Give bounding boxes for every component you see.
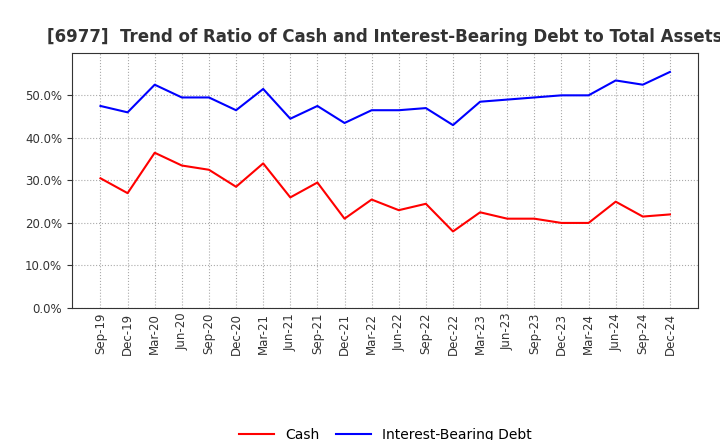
Interest-Bearing Debt xyxy=(639,82,647,87)
Interest-Bearing Debt xyxy=(313,103,322,109)
Line: Interest-Bearing Debt: Interest-Bearing Debt xyxy=(101,72,670,125)
Cash xyxy=(367,197,376,202)
Interest-Bearing Debt xyxy=(204,95,213,100)
Interest-Bearing Debt xyxy=(367,107,376,113)
Cash xyxy=(665,212,674,217)
Cash xyxy=(421,201,430,206)
Cash xyxy=(96,176,105,181)
Cash xyxy=(503,216,511,221)
Interest-Bearing Debt xyxy=(395,107,403,113)
Interest-Bearing Debt xyxy=(178,95,186,100)
Interest-Bearing Debt xyxy=(286,116,294,121)
Interest-Bearing Debt xyxy=(530,95,539,100)
Interest-Bearing Debt xyxy=(123,110,132,115)
Cash xyxy=(395,208,403,213)
Interest-Bearing Debt xyxy=(341,121,349,126)
Cash xyxy=(204,167,213,172)
Cash xyxy=(286,195,294,200)
Interest-Bearing Debt xyxy=(611,78,620,83)
Interest-Bearing Debt xyxy=(665,69,674,74)
Legend: Cash, Interest-Bearing Debt: Cash, Interest-Bearing Debt xyxy=(233,422,537,440)
Cash xyxy=(639,214,647,219)
Interest-Bearing Debt xyxy=(449,122,457,128)
Interest-Bearing Debt xyxy=(557,93,566,98)
Cash xyxy=(313,180,322,185)
Cash xyxy=(584,220,593,226)
Cash xyxy=(611,199,620,204)
Title: [6977]  Trend of Ratio of Cash and Interest-Bearing Debt to Total Assets: [6977] Trend of Ratio of Cash and Intere… xyxy=(48,28,720,46)
Cash xyxy=(259,161,268,166)
Cash xyxy=(150,150,159,155)
Interest-Bearing Debt xyxy=(476,99,485,104)
Cash xyxy=(232,184,240,189)
Interest-Bearing Debt xyxy=(232,107,240,113)
Cash xyxy=(178,163,186,168)
Interest-Bearing Debt xyxy=(150,82,159,87)
Interest-Bearing Debt xyxy=(421,106,430,111)
Cash xyxy=(341,216,349,221)
Line: Cash: Cash xyxy=(101,153,670,231)
Cash xyxy=(476,210,485,215)
Interest-Bearing Debt xyxy=(96,103,105,109)
Cash xyxy=(530,216,539,221)
Interest-Bearing Debt xyxy=(584,93,593,98)
Cash xyxy=(449,229,457,234)
Cash xyxy=(123,191,132,196)
Interest-Bearing Debt xyxy=(259,86,268,92)
Interest-Bearing Debt xyxy=(503,97,511,102)
Cash xyxy=(557,220,566,226)
